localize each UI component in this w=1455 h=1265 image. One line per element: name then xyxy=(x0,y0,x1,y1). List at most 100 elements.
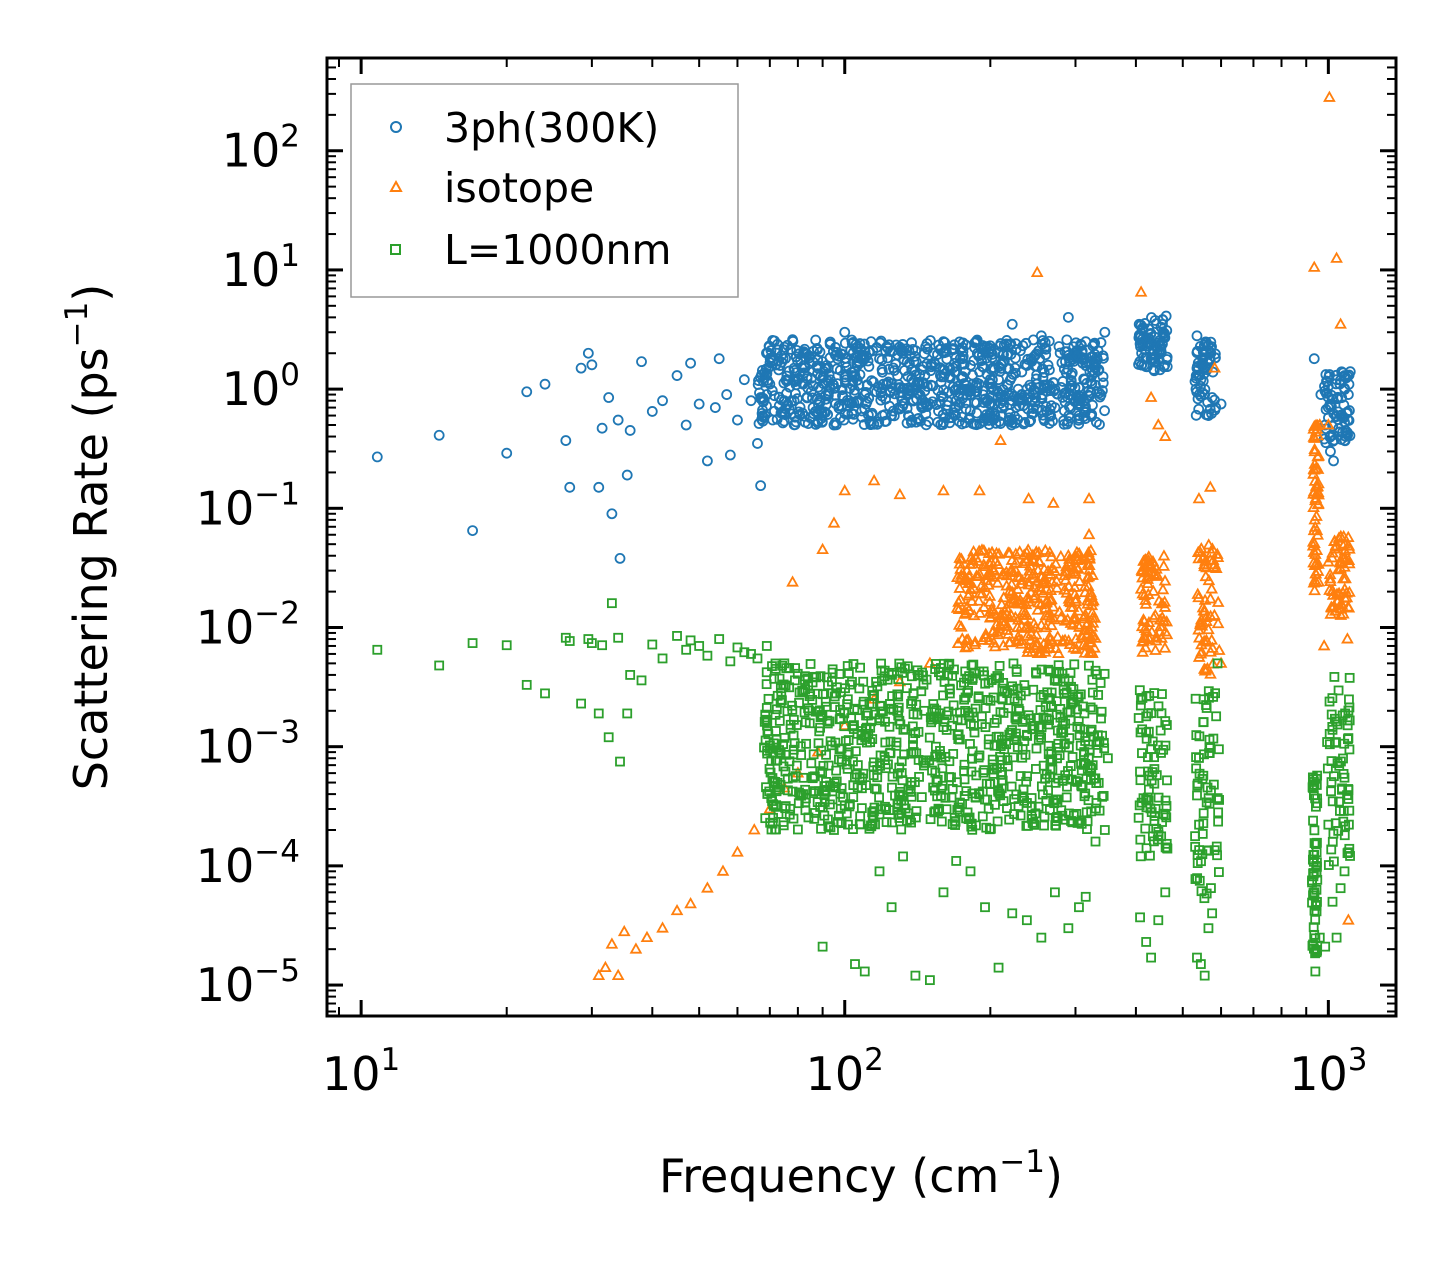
data-point-3ph-300k- xyxy=(810,418,822,430)
data-point-isotope xyxy=(1030,265,1044,277)
data-point-l-1000nm xyxy=(943,660,954,671)
data-point-isotope xyxy=(1085,606,1099,618)
data-point-l-1000nm xyxy=(1036,732,1047,743)
data-point-isotope xyxy=(1058,633,1072,645)
data-point-3ph-300k- xyxy=(1203,410,1214,421)
data-point-3ph-300k- xyxy=(1090,355,1102,367)
data-point-l-1000nm xyxy=(1327,796,1338,807)
data-point-isotope xyxy=(1194,613,1208,625)
data-point-3ph-300k- xyxy=(883,339,895,351)
data-point-3ph-300k- xyxy=(1021,359,1033,371)
data-point-l-1000nm xyxy=(1311,773,1322,784)
data-point-l-1000nm xyxy=(1197,828,1208,839)
data-point-l-1000nm xyxy=(909,777,920,788)
data-point-l-1000nm xyxy=(841,759,852,770)
data-point-isotope xyxy=(1324,574,1337,587)
data-point-3ph-300k- xyxy=(816,410,828,422)
data-point-l-1000nm xyxy=(894,658,905,669)
data-point-3ph-300k- xyxy=(791,393,803,405)
data-point-l-1000nm xyxy=(874,792,884,803)
data-point-l-1000nm xyxy=(987,754,998,765)
data-point-l-1000nm xyxy=(870,783,880,794)
data-point-l-1000nm xyxy=(858,696,869,707)
data-point-l-1000nm xyxy=(859,966,870,977)
data-point-3ph-300k- xyxy=(807,380,819,392)
data-point-l-1000nm xyxy=(991,731,1002,742)
data-point-l-1000nm xyxy=(771,704,782,715)
data-point-l-1000nm xyxy=(672,631,682,641)
data-point-isotope xyxy=(1204,592,1217,604)
data-point-l-1000nm xyxy=(1093,690,1104,700)
data-point-3ph-300k- xyxy=(848,408,860,420)
data-point-3ph-300k- xyxy=(950,366,962,378)
data-point-isotope xyxy=(1308,457,1322,469)
data-point-isotope xyxy=(975,543,989,555)
data-point-l-1000nm xyxy=(1063,675,1074,686)
data-point-isotope xyxy=(1081,570,1094,583)
data-point-l-1000nm xyxy=(768,800,779,811)
data-point-l-1000nm xyxy=(576,698,587,709)
data-point-3ph-300k- xyxy=(999,390,1011,402)
data-point-isotope xyxy=(985,555,998,567)
y-tick-label: 10−2 xyxy=(196,595,300,654)
data-point-3ph-300k- xyxy=(1136,336,1147,348)
data-point-isotope xyxy=(1202,538,1216,550)
data-point-l-1000nm xyxy=(765,767,776,778)
data-point-3ph-300k- xyxy=(624,425,636,436)
data-point-3ph-300k- xyxy=(1089,366,1101,378)
data-point-l-1000nm xyxy=(1021,821,1032,831)
data-point-l-1000nm xyxy=(760,709,771,720)
data-point-3ph-300k- xyxy=(845,344,857,356)
data-point-3ph-300k- xyxy=(1099,326,1111,338)
data-point-3ph-300k- xyxy=(1215,398,1227,410)
data-point-l-1000nm xyxy=(787,786,798,797)
data-point-l-1000nm xyxy=(1204,798,1215,809)
data-point-l-1000nm xyxy=(1135,912,1145,923)
data-point-l-1000nm xyxy=(771,824,781,835)
data-point-isotope xyxy=(1336,586,1350,598)
data-point-l-1000nm xyxy=(1214,795,1224,805)
data-point-isotope xyxy=(965,594,979,606)
data-point-l-1000nm xyxy=(1335,883,1346,894)
data-point-l-1000nm xyxy=(978,767,989,778)
data-point-3ph-300k- xyxy=(787,334,798,346)
data-point-3ph-300k- xyxy=(849,384,860,396)
data-point-isotope xyxy=(1015,619,1028,632)
data-point-3ph-300k- xyxy=(732,414,743,426)
data-point-l-1000nm xyxy=(993,962,1004,973)
data-point-isotope xyxy=(977,600,991,612)
data-point-3ph-300k- xyxy=(1090,362,1101,374)
data-point-l-1000nm xyxy=(815,722,826,733)
data-point-isotope xyxy=(1040,582,1053,594)
data-point-l-1000nm xyxy=(1204,743,1215,753)
data-point-l-1000nm xyxy=(799,707,810,718)
data-point-l-1000nm xyxy=(1074,902,1084,913)
data-point-l-1000nm xyxy=(681,644,692,655)
data-point-l-1000nm xyxy=(847,676,857,687)
data-point-l-1000nm xyxy=(762,789,773,799)
data-point-l-1000nm xyxy=(434,660,445,671)
data-point-isotope xyxy=(1158,595,1171,607)
data-point-3ph-300k- xyxy=(797,378,809,390)
data-point-3ph-300k- xyxy=(970,379,982,391)
data-point-l-1000nm xyxy=(1063,742,1074,753)
data-point-l-1000nm xyxy=(935,749,945,760)
data-point-l-1000nm xyxy=(1017,752,1028,763)
data-point-isotope xyxy=(1191,587,1205,599)
data-point-l-1000nm xyxy=(938,722,949,732)
data-point-l-1000nm xyxy=(593,708,604,719)
data-point-l-1000nm xyxy=(1309,838,1320,848)
data-point-l-1000nm xyxy=(1063,923,1074,934)
data-point-3ph-300k- xyxy=(539,378,551,390)
data-point-3ph-300k- xyxy=(758,412,770,423)
data-point-l-1000nm xyxy=(802,673,813,684)
data-point-isotope xyxy=(1052,646,1065,658)
data-point-3ph-300k- xyxy=(910,369,922,381)
data-point-isotope xyxy=(1139,597,1153,609)
data-point-l-1000nm xyxy=(841,736,851,747)
data-point-l-1000nm xyxy=(874,866,885,877)
data-point-3ph-300k- xyxy=(1061,346,1073,358)
data-point-isotope xyxy=(893,487,907,500)
data-point-l-1000nm xyxy=(739,647,750,658)
data-point-l-1000nm xyxy=(961,786,972,796)
